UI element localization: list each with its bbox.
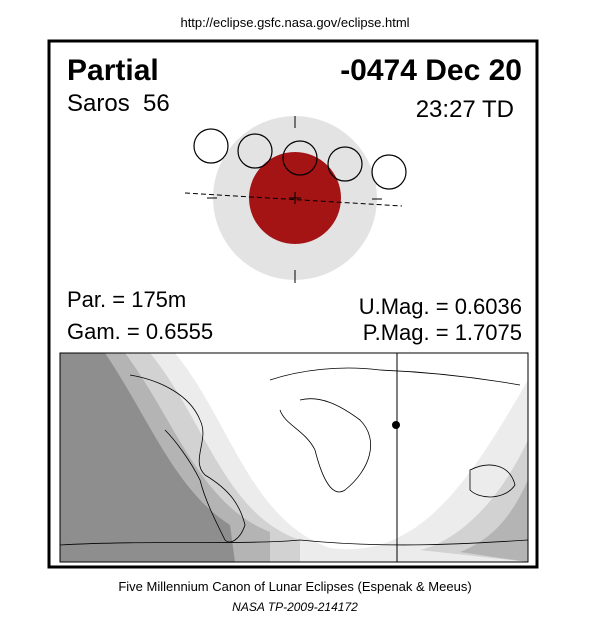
umag: U.Mag. = 0.6036 bbox=[359, 294, 522, 319]
url: http://eclipse.gsfc.nasa.gov/eclipse.htm… bbox=[180, 15, 409, 30]
eclipse-type: Partial bbox=[67, 54, 159, 87]
visibility-map bbox=[59, 352, 529, 563]
eclipse-date: -0474 Dec 20 bbox=[340, 54, 522, 87]
par: Par. = 175m bbox=[67, 287, 186, 312]
time: 23:27 TD bbox=[416, 96, 514, 123]
footer-line1: Five Millennium Canon of Lunar Eclipses … bbox=[118, 579, 471, 594]
eclipse-diagram bbox=[184, 116, 407, 283]
pmag: P.Mag. = 1.7075 bbox=[363, 320, 522, 345]
footer-line2: NASA TP-2009-214172 bbox=[232, 600, 358, 614]
gam: Gam. = 0.6555 bbox=[67, 319, 213, 344]
saros: Saros 56 bbox=[67, 90, 170, 117]
